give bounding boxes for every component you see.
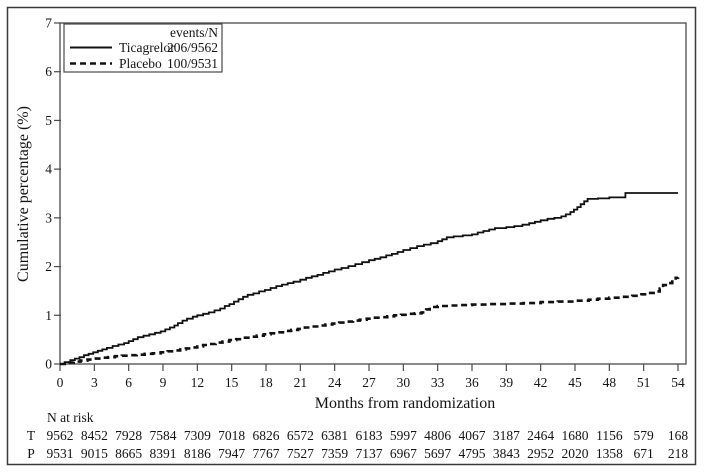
survival-curves [60, 192, 680, 366]
x-axis-title: Months from randomization [315, 395, 495, 412]
legend: events/N Ticagrelor 206/9562 Placebo 100… [63, 23, 223, 73]
risk-value: 168 [668, 428, 689, 443]
y-tick-label: 3 [45, 210, 52, 225]
x-tick-label: 54 [671, 375, 685, 390]
x-tick-label: 0 [57, 375, 64, 390]
risk-value: 7527 [287, 446, 314, 461]
x-tick-label: 12 [191, 375, 205, 390]
risk-value: 1680 [562, 428, 589, 443]
legend-header: events/N [170, 25, 218, 40]
x-tick-label: 39 [500, 375, 514, 390]
x-tick-label: 51 [637, 375, 651, 390]
risk-value: 7137 [356, 446, 383, 461]
risk-value: 8391 [150, 446, 177, 461]
risk-value: 3843 [493, 446, 520, 461]
x-tick-label: 33 [431, 375, 445, 390]
x-tick-label: 9 [160, 375, 167, 390]
y-tick-label: 4 [45, 162, 52, 177]
risk-value: 3187 [493, 428, 520, 443]
risk-row-label: T [27, 428, 36, 443]
risk-value: 6572 [287, 428, 314, 443]
risk-table-title: N at risk [47, 410, 94, 425]
risk-value: 8186 [184, 446, 211, 461]
curve-placebo [60, 276, 680, 366]
risk-value: 8665 [115, 446, 142, 461]
risk-value: 8452 [81, 428, 108, 443]
risk-value: 2952 [527, 446, 554, 461]
x-tick-label: 45 [568, 375, 582, 390]
x-tick-label: 6 [125, 375, 132, 390]
curve-ticagrelor [60, 192, 678, 365]
figure-border [6, 6, 697, 466]
risk-value: 2020 [562, 446, 589, 461]
risk-value: 7309 [184, 428, 211, 443]
y-tick-label: 7 [45, 16, 52, 31]
y-tick-label: 6 [45, 64, 52, 79]
risk-value: 7359 [321, 446, 348, 461]
risk-value: 7584 [150, 428, 177, 443]
y-tick-label: 5 [45, 113, 52, 128]
legend-value-placebo: 100/9531 [167, 56, 218, 71]
x-axis: 0 3 6 9 12 15 18 21 24 27 30 33 36 39 42 45 48 51 54 [57, 364, 685, 390]
risk-value: 5697 [424, 446, 451, 461]
x-tick-label: 48 [603, 375, 617, 390]
risk-value: 6967 [390, 446, 417, 461]
y-tick-label: 1 [45, 308, 52, 323]
x-tick-label: 3 [91, 375, 98, 390]
plot-frame [59, 22, 687, 365]
risk-value: 4795 [459, 446, 486, 461]
risk-value: 579 [634, 428, 655, 443]
risk-value: 1358 [596, 446, 623, 461]
risk-table: T 9562 8452 7928 7584 7309 7018 6826 6572 6381 618… [27, 428, 689, 461]
risk-value: 7928 [115, 428, 142, 443]
x-tick-label: 15 [225, 375, 239, 390]
legend-value-ticagrelor: 206/9562 [167, 40, 218, 55]
x-tick-label: 36 [465, 375, 479, 390]
legend-label-ticagrelor: Ticagrelor [119, 40, 175, 55]
y-tick-label: 0 [45, 357, 52, 372]
risk-value: 671 [634, 446, 654, 461]
risk-value: 7947 [218, 446, 245, 461]
risk-value: 9562 [47, 428, 74, 443]
x-tick-label: 27 [362, 375, 376, 390]
risk-value: 7018 [218, 428, 245, 443]
risk-value: 4067 [459, 428, 486, 443]
risk-value: 6381 [321, 428, 348, 443]
legend-label-placebo: Placebo [119, 56, 162, 71]
risk-value: 7767 [253, 446, 280, 461]
x-tick-label: 18 [259, 375, 273, 390]
x-tick-label: 21 [294, 375, 308, 390]
risk-value: 2464 [527, 428, 554, 443]
risk-value: 5997 [390, 428, 417, 443]
risk-value: 6183 [356, 428, 383, 443]
x-tick-label: 42 [534, 375, 548, 390]
risk-value: 6826 [253, 428, 280, 443]
y-axis-title: Cumulative percentage (%) [15, 106, 32, 282]
risk-value: 9531 [47, 446, 74, 461]
risk-value: 218 [668, 446, 689, 461]
x-tick-label: 24 [328, 375, 342, 390]
risk-value: 4806 [424, 428, 451, 443]
x-tick-label: 30 [397, 375, 411, 390]
risk-value: 1156 [596, 428, 623, 443]
risk-row-label: P [27, 446, 35, 461]
y-axis: 0 1 2 3 4 5 6 7 [45, 16, 61, 372]
y-tick-label: 2 [45, 259, 52, 274]
risk-value: 9015 [81, 446, 108, 461]
